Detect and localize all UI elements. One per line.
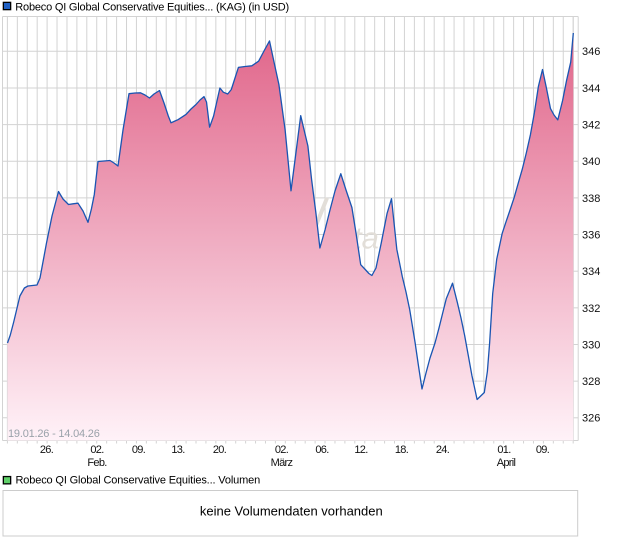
svg-text:März: März bbox=[271, 457, 293, 469]
svg-text:332: 332 bbox=[582, 303, 600, 315]
svg-text:338: 338 bbox=[582, 193, 600, 205]
svg-text:keine Volumendaten vorhanden: keine Volumendaten vorhanden bbox=[200, 503, 383, 518]
svg-text:342: 342 bbox=[582, 120, 600, 132]
svg-text:Robeco QI Global Conservative: Robeco QI Global Conservative Equities..… bbox=[16, 475, 261, 487]
svg-text:20.: 20. bbox=[213, 444, 227, 456]
svg-text:Feb.: Feb. bbox=[87, 457, 107, 469]
svg-text:24.: 24. bbox=[436, 444, 450, 456]
svg-text:336: 336 bbox=[582, 230, 600, 242]
svg-text:326: 326 bbox=[582, 413, 600, 425]
svg-text:13.: 13. bbox=[171, 444, 185, 456]
svg-text:09.: 09. bbox=[536, 444, 550, 456]
svg-text:19.01.26 - 14.04.26: 19.01.26 - 14.04.26 bbox=[8, 428, 100, 440]
svg-text:09.: 09. bbox=[132, 444, 146, 456]
svg-text:344: 344 bbox=[582, 83, 600, 95]
svg-text:April: April bbox=[497, 457, 516, 469]
svg-text:346: 346 bbox=[582, 46, 600, 58]
svg-text:02.: 02. bbox=[90, 444, 104, 456]
svg-text:12.: 12. bbox=[354, 444, 368, 456]
svg-text:Robeco QI Global Conservative: Robeco QI Global Conservative Equities..… bbox=[15, 1, 289, 13]
svg-text:330: 330 bbox=[582, 339, 600, 351]
svg-text:02.: 02. bbox=[275, 444, 289, 456]
svg-text:340: 340 bbox=[582, 156, 600, 168]
svg-text:334: 334 bbox=[582, 266, 600, 278]
svg-text:328: 328 bbox=[582, 376, 600, 388]
svg-text:26.: 26. bbox=[40, 444, 54, 456]
svg-text:06.: 06. bbox=[315, 444, 329, 456]
svg-text:01.: 01. bbox=[497, 444, 511, 456]
svg-text:18.: 18. bbox=[395, 444, 409, 456]
